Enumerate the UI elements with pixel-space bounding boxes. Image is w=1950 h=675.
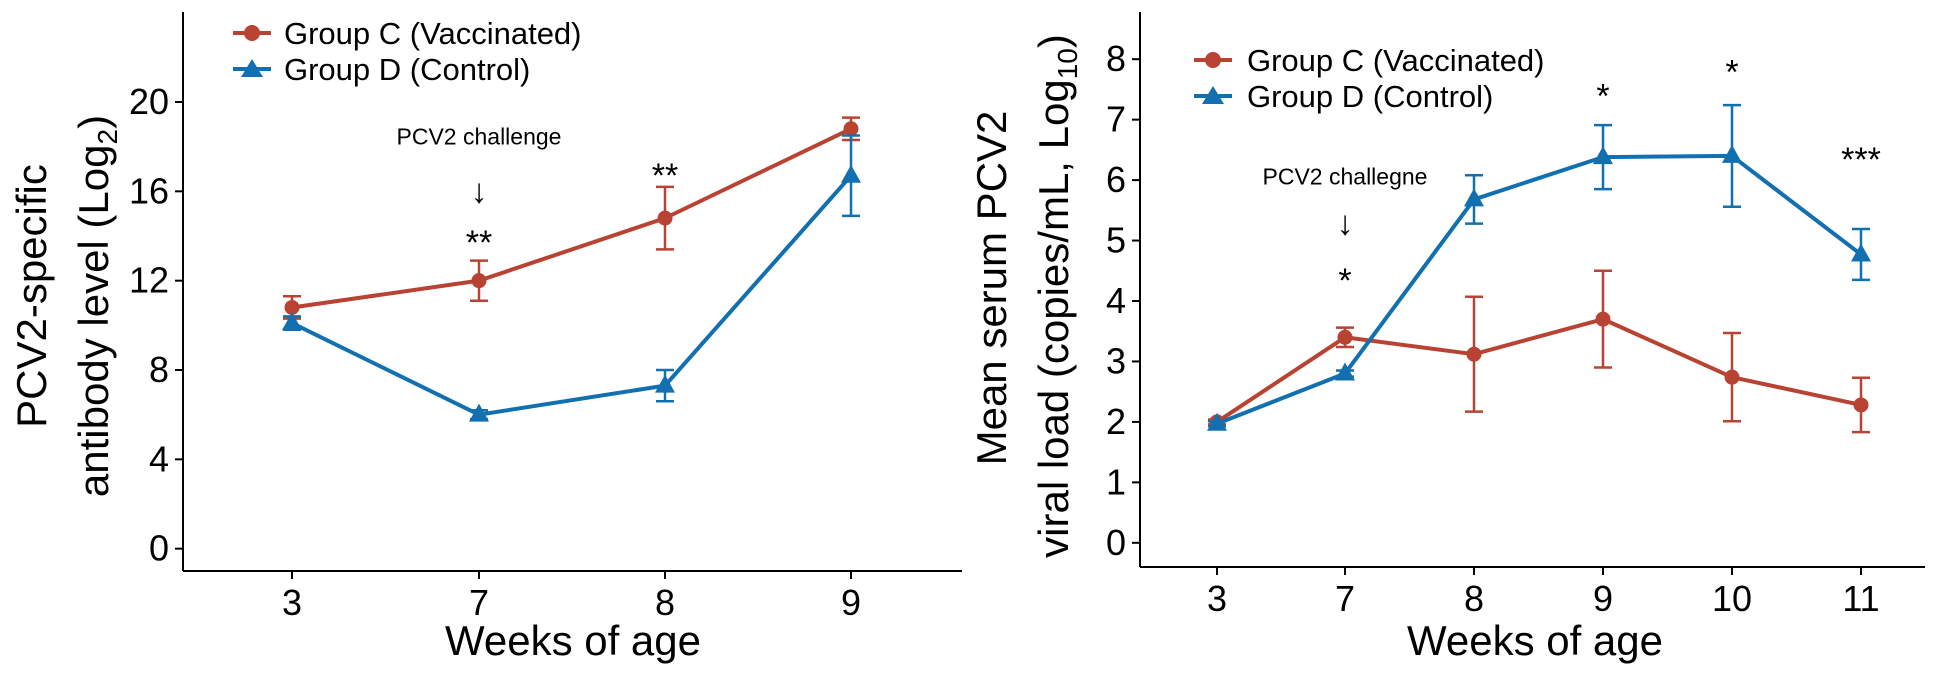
legend-item-group-c: Group C (Vaccinated) <box>233 16 582 51</box>
legend-label-group-c: Group C (Vaccinated) <box>284 16 582 51</box>
x-tick-label: 11 <box>1842 578 1879 619</box>
legend-item-group-d: Group D (Control) <box>233 52 530 87</box>
y-tick-label: 12 <box>129 260 169 301</box>
x-tick-label: 3 <box>1207 578 1227 619</box>
y-tick-label: 5 <box>1106 220 1126 261</box>
axes: 0 4 8 12 16 20 3 7 8 9 <box>129 12 962 623</box>
data-point <box>1724 369 1740 385</box>
x-axis-title: Weeks of age <box>1407 617 1663 664</box>
y-tick-label: 3 <box>1106 340 1126 381</box>
legend-item-group-c: Group C (Vaccinated) <box>1194 43 1545 78</box>
legend-marker-triangle <box>241 59 263 77</box>
data-point <box>1335 362 1355 381</box>
challenge-annotation: PCV2 challegne <box>1263 163 1428 189</box>
axes: 0 1 2 3 4 5 6 7 8 3 7 8 9 10 11 <box>1106 12 1925 619</box>
significance-marker: * <box>1596 78 1609 116</box>
data-point <box>469 403 489 422</box>
series-group-c <box>1208 269 1870 434</box>
data-point <box>841 164 861 183</box>
x-tick-label: 3 <box>282 582 302 623</box>
x-tick-label: 8 <box>1464 578 1484 619</box>
x-axis-title: Weeks of age <box>445 617 701 664</box>
x-tick-label: 7 <box>469 582 489 623</box>
data-point <box>1207 412 1227 431</box>
y-tick-label: 16 <box>129 170 169 211</box>
series-group-d <box>1207 103 1871 431</box>
significance-marker: * <box>1338 262 1351 300</box>
y-tick-label: 8 <box>1106 38 1126 79</box>
data-point <box>1851 243 1871 262</box>
y-axis-title: Mean serum PCV2 viral load (copies/mL, L… <box>968 34 1083 558</box>
series-group-d <box>282 134 861 422</box>
legend-label-group-d: Group D (Control) <box>1247 79 1493 114</box>
x-tick-label: 9 <box>1593 578 1613 619</box>
x-tick-label: 9 <box>841 582 861 623</box>
legend-marker-circle <box>1205 52 1221 68</box>
x-tick-label: 7 <box>1335 578 1355 619</box>
significance-marker: ** <box>652 157 678 195</box>
series-line <box>1215 317 1862 424</box>
data-point <box>1464 188 1484 207</box>
legend-label-group-c: Group C (Vaccinated) <box>1247 43 1545 78</box>
series-group-c <box>283 116 860 320</box>
y-axis-title-line2: antibody level (Log2) <box>70 115 123 497</box>
data-point <box>657 210 673 226</box>
data-point <box>1595 311 1611 327</box>
y-tick-label: 4 <box>149 438 169 479</box>
data-point <box>1593 146 1613 165</box>
y-tick-label: 1 <box>1106 461 1126 502</box>
y-axis-title: PCV2-specific antibody level (Log2) <box>8 115 123 497</box>
y-tick-label: 6 <box>1106 159 1126 200</box>
significance-marker: * <box>1725 53 1738 91</box>
y-axis-title-line1: PCV2-specific <box>8 164 55 428</box>
data-point <box>1466 346 1482 362</box>
challenge-arrow: ↓ <box>1337 205 1354 243</box>
series-line <box>291 174 853 417</box>
y-axis-title-line2: viral load (copies/mL, Log10) <box>1030 34 1083 558</box>
legend-item-group-d: Group D (Control) <box>1194 79 1493 114</box>
y-tick-label: 20 <box>129 81 169 122</box>
y-tick-label: 2 <box>1106 401 1126 442</box>
x-tick-label: 8 <box>655 582 675 623</box>
y-axis-title-line1: Mean serum PCV2 <box>968 111 1015 466</box>
data-point <box>1722 144 1742 163</box>
significance-marker: ** <box>466 224 492 262</box>
legend: Group C (Vaccinated) Group D (Control) <box>1194 43 1545 114</box>
y-tick-label: 8 <box>149 349 169 390</box>
y-tick-label: 0 <box>149 528 169 569</box>
data-point <box>1853 397 1869 413</box>
legend: Group C (Vaccinated) Group D (Control) <box>233 16 582 87</box>
data-point <box>843 121 859 137</box>
legend-label-group-d: Group D (Control) <box>284 52 530 87</box>
data-point <box>284 299 300 315</box>
antibody-chart: PCV2-specific antibody level (Log2) Week… <box>8 12 962 664</box>
legend-marker-triangle <box>1202 86 1224 104</box>
viral-load-chart: Mean serum PCV2 viral load (copies/mL, L… <box>968 12 1925 664</box>
significance-marker: *** <box>1841 141 1881 179</box>
data-point <box>1337 329 1353 345</box>
legend-marker-circle <box>244 25 260 41</box>
y-tick-label: 4 <box>1106 280 1126 321</box>
challenge-annotation: PCV2 challenge <box>397 123 562 149</box>
data-point <box>282 312 302 331</box>
y-tick-label: 0 <box>1106 522 1126 563</box>
challenge-arrow: ↓ <box>471 173 488 211</box>
series-line <box>291 126 852 310</box>
x-tick-label: 10 <box>1712 578 1752 619</box>
data-point <box>655 374 675 393</box>
data-point <box>471 273 487 289</box>
series-line <box>1216 153 1863 426</box>
y-tick-label: 7 <box>1106 99 1126 140</box>
